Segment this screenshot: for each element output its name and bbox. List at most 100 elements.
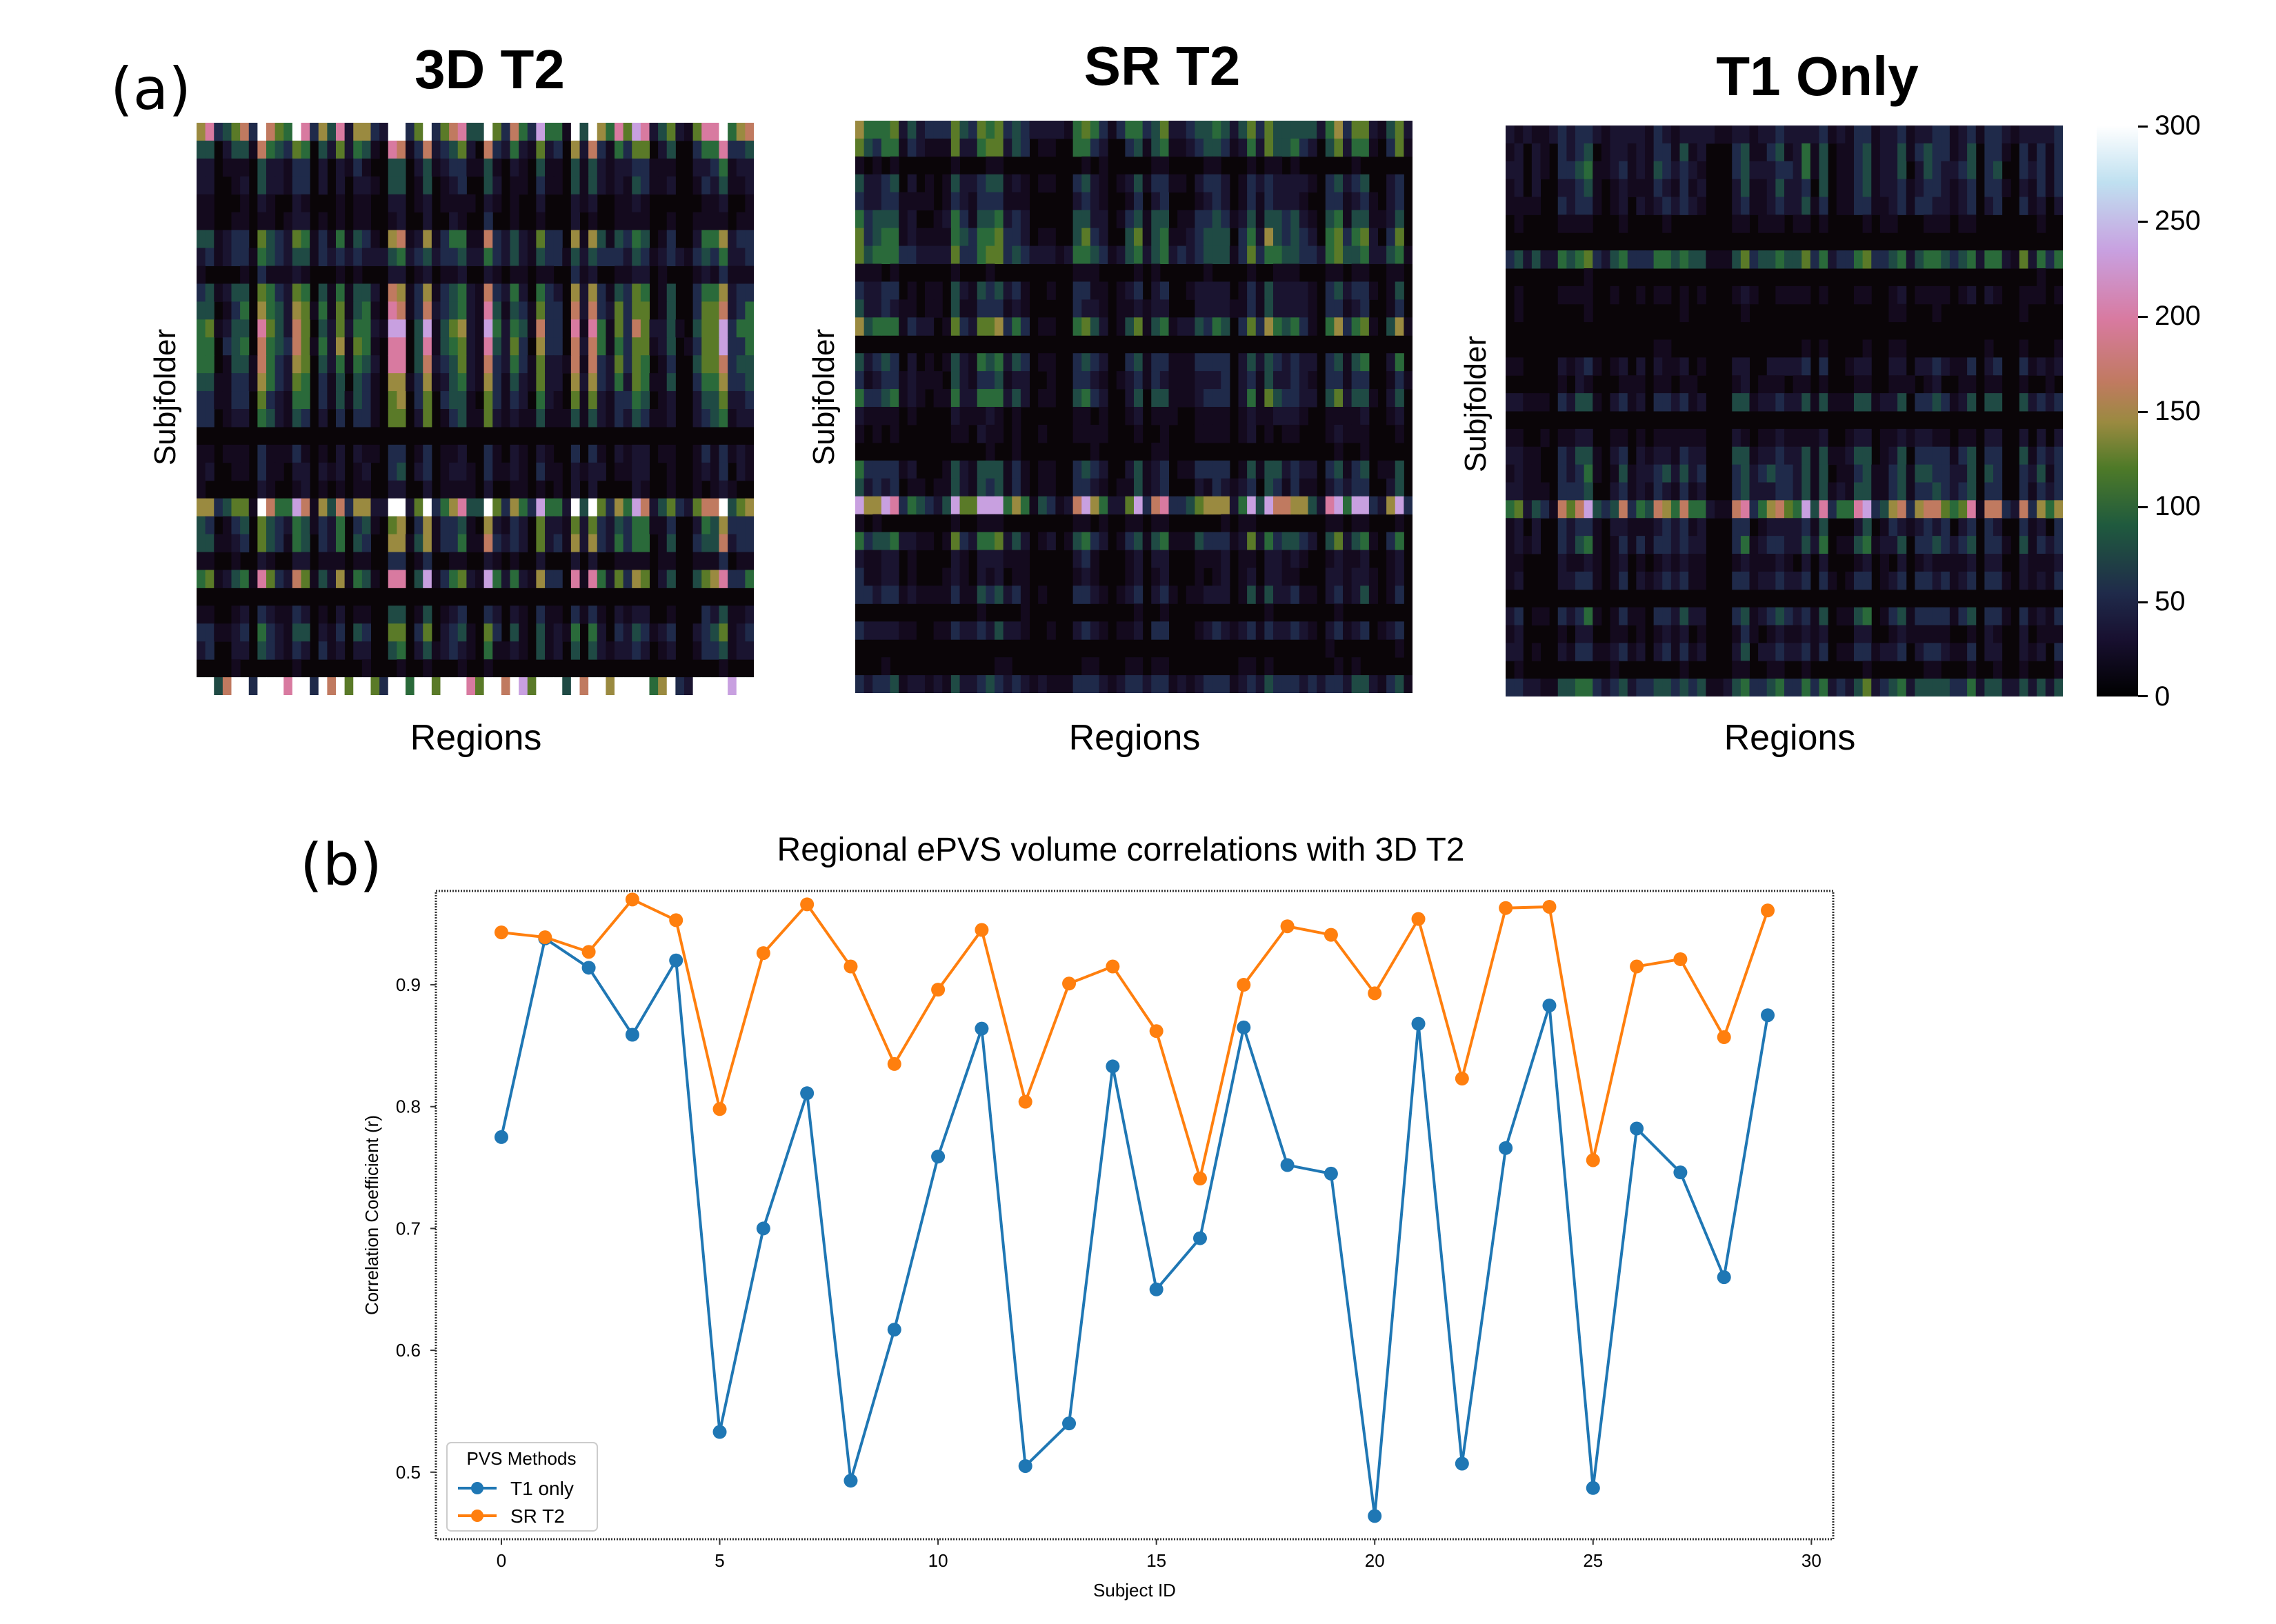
y-axis-label: Correlation Coefficient (r)	[361, 1115, 382, 1315]
data-point-t1-only	[669, 953, 683, 968]
colorbar-tick: 0	[2155, 681, 2170, 712]
plot-frame	[435, 890, 1835, 1541]
heatmap-ylabel-3d-t2: Subjfolder	[148, 328, 182, 465]
data-point-sr-t2	[669, 913, 683, 928]
data-point-t1-only	[1499, 1141, 1513, 1155]
data-point-t1-only	[581, 961, 596, 975]
data-point-sr-t2	[1673, 952, 1688, 966]
data-point-t1-only	[625, 1027, 639, 1042]
data-point-sr-t2	[1455, 1072, 1469, 1086]
data-point-sr-t2	[756, 946, 770, 961]
data-point-t1-only	[1411, 1016, 1426, 1031]
data-point-sr-t2	[538, 930, 552, 945]
data-point-t1-only	[931, 1150, 946, 1164]
data-point-sr-t2	[1542, 899, 1557, 914]
heatmap-xlabel-3d-t2: Regions	[410, 718, 542, 758]
data-point-sr-t2	[1411, 912, 1426, 926]
data-point-sr-t2	[1761, 903, 1775, 918]
x-tick-label: 20	[1365, 1550, 1385, 1571]
data-point-sr-t2	[581, 945, 596, 959]
data-point-t1-only	[712, 1425, 727, 1439]
data-point-sr-t2	[800, 897, 815, 912]
heatmap-xlabel-t1-only: Regions	[1724, 718, 1856, 758]
data-point-t1-only	[1062, 1416, 1077, 1431]
colorbar-tick: 300	[2155, 110, 2201, 141]
data-point-sr-t2	[1499, 901, 1513, 915]
x-tick-label: 10	[928, 1550, 948, 1571]
heatmap-t1-only	[1506, 126, 2063, 696]
data-point-sr-t2	[1018, 1094, 1032, 1109]
legend: PVS Methods T1 only SR T2	[446, 1442, 598, 1532]
y-tick-label: 0.6	[396, 1340, 421, 1361]
data-point-sr-t2	[931, 983, 946, 997]
y-tick-label: 0.7	[396, 1218, 421, 1239]
data-point-sr-t2	[1586, 1153, 1600, 1167]
heatmap-sr-t2	[855, 121, 1412, 693]
data-point-sr-t2	[1106, 959, 1120, 974]
panel-b-label: (b)	[300, 831, 382, 899]
data-point-t1-only	[975, 1021, 989, 1036]
data-point-t1-only	[1455, 1456, 1469, 1471]
data-point-sr-t2	[1280, 919, 1295, 934]
data-point-t1-only	[756, 1221, 770, 1236]
y-tick-label: 0.8	[396, 1096, 421, 1117]
data-point-t1-only	[1280, 1158, 1295, 1172]
data-point-sr-t2	[887, 1056, 901, 1071]
data-point-sr-t2	[712, 1102, 727, 1116]
data-point-t1-only	[1673, 1165, 1688, 1180]
data-point-t1-only	[843, 1474, 858, 1488]
data-point-t1-only	[1149, 1282, 1164, 1296]
line-chart-title: Regional ePVS volume correlations with 3…	[777, 832, 1465, 868]
colorbar-tick: 50	[2155, 586, 2186, 616]
data-point-sr-t2	[1368, 986, 1382, 1001]
legend-entry-sr-t2: SR T2	[510, 1505, 565, 1527]
heatmap-title-t1-only: T1 Only	[1716, 46, 1919, 107]
colorbar-tick: 100	[2155, 491, 2201, 521]
data-point-sr-t2	[1062, 976, 1077, 991]
data-point-sr-t2	[625, 892, 639, 907]
y-tick-label: 0.5	[396, 1462, 421, 1483]
data-point-sr-t2	[1149, 1024, 1164, 1039]
series-line-sr-t2	[501, 897, 1769, 1184]
data-point-t1-only	[494, 1130, 508, 1144]
data-point-t1-only	[1717, 1270, 1731, 1285]
legend-entry-t1-only: T1 only	[510, 1478, 574, 1499]
data-point-t1-only	[887, 1323, 901, 1337]
x-tick-label: 25	[1583, 1550, 1603, 1571]
data-point-sr-t2	[1324, 928, 1338, 942]
data-point-t1-only	[1630, 1121, 1644, 1136]
heatmap-ylabel-t1-only: Subjfolder	[1459, 335, 1493, 472]
data-point-t1-only	[1237, 1020, 1251, 1034]
x-tick-label: 0	[497, 1550, 506, 1571]
heatmap-ylabel-sr-t2: Subjfolder	[807, 328, 841, 465]
data-point-sr-t2	[1192, 1171, 1207, 1185]
colorbar	[2097, 126, 2138, 696]
colorbar-tick: 200	[2155, 301, 2201, 331]
data-point-sr-t2	[1717, 1030, 1731, 1045]
data-point-t1-only	[1018, 1458, 1032, 1473]
x-tick-label: 30	[1801, 1550, 1821, 1571]
data-point-t1-only	[538, 931, 552, 945]
data-point-sr-t2	[1237, 978, 1251, 992]
data-point-sr-t2	[494, 925, 508, 940]
data-point-sr-t2	[843, 959, 858, 974]
x-tick-label: 15	[1146, 1550, 1166, 1571]
legend-title: PVS Methods	[467, 1448, 577, 1469]
data-point-t1-only	[1192, 1231, 1207, 1245]
data-point-t1-only	[1368, 1509, 1382, 1523]
heatmap-3d-t2	[197, 123, 754, 695]
data-point-t1-only	[800, 1086, 815, 1101]
colorbar-tick: 150	[2155, 396, 2201, 426]
y-tick-label: 0.9	[396, 974, 421, 995]
heatmap-title-sr-t2: SR T2	[1084, 35, 1241, 97]
colorbar-ticks: 300 250 200 150 100 50 0	[2138, 110, 2221, 712]
data-point-t1-only	[1106, 1059, 1120, 1074]
heatmap-title-3d-t2: 3D T2	[415, 39, 565, 100]
data-point-t1-only	[1542, 999, 1557, 1013]
data-point-t1-only	[1586, 1481, 1600, 1495]
data-point-sr-t2	[975, 923, 989, 937]
heatmap-xlabel-sr-t2: Regions	[1068, 718, 1201, 758]
series-line-t1-only	[500, 936, 1770, 1516]
data-point-sr-t2	[1630, 959, 1644, 974]
x-axis-label: Subject ID	[1093, 1580, 1176, 1601]
